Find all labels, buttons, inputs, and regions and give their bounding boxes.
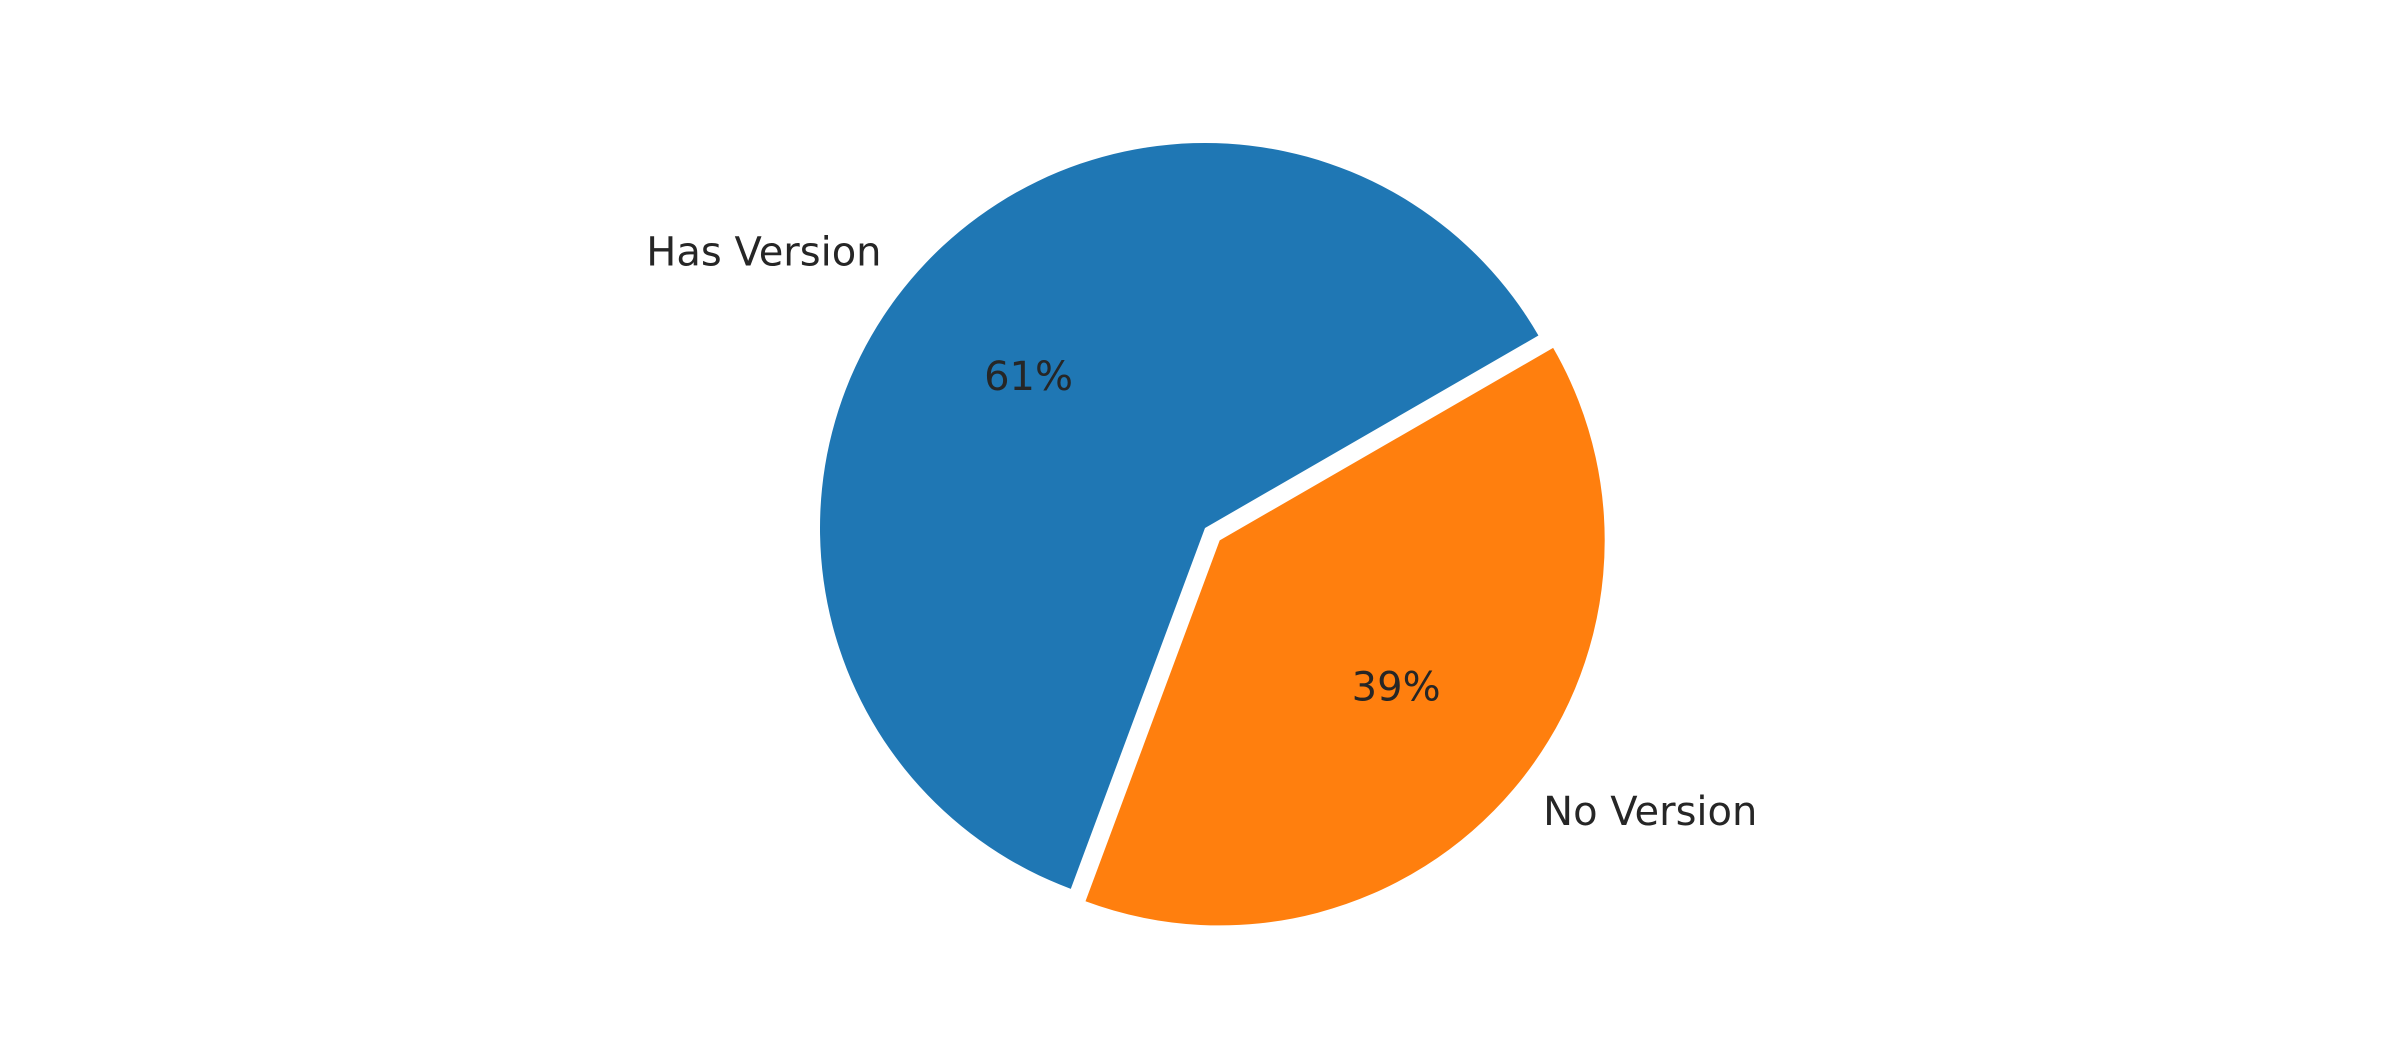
- pie-labels: Has Version 61% No Version 39%: [646, 230, 1757, 835]
- slice-label: No Version: [1543, 789, 1757, 835]
- pie-slices: [820, 143, 1605, 926]
- slice-percent-label: 61%: [984, 354, 1073, 400]
- pie-slice-no-version: [1085, 347, 1605, 926]
- slice-percent-label: 39%: [1352, 665, 1441, 711]
- slice-label: Has Version: [646, 230, 881, 276]
- pie-slice-has-version: [820, 143, 1539, 889]
